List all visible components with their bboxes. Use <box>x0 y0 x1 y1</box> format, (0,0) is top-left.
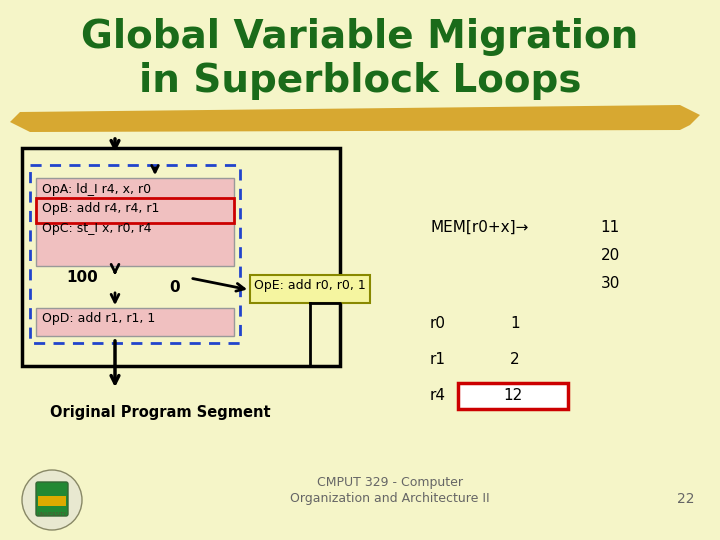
Text: 20: 20 <box>600 248 620 263</box>
FancyBboxPatch shape <box>250 275 370 303</box>
Text: 30: 30 <box>600 276 620 291</box>
FancyBboxPatch shape <box>36 198 234 223</box>
Text: MEM[r0+x]→: MEM[r0+x]→ <box>430 220 528 235</box>
Circle shape <box>22 470 82 530</box>
FancyBboxPatch shape <box>36 308 234 336</box>
Polygon shape <box>10 105 700 132</box>
Text: OpD: add r1, r1, 1: OpD: add r1, r1, 1 <box>42 312 156 325</box>
Text: CMPUT 329 - Computer: CMPUT 329 - Computer <box>317 476 463 489</box>
Text: OpC: st_I x, r0, r4: OpC: st_I x, r0, r4 <box>42 222 151 235</box>
Text: Organization and Architecture II: Organization and Architecture II <box>290 492 490 505</box>
Text: OpA: ld_I r4, x, r0: OpA: ld_I r4, x, r0 <box>42 183 151 196</box>
Polygon shape <box>38 484 66 496</box>
Text: in Superblock Loops: in Superblock Loops <box>139 62 581 100</box>
Text: 0: 0 <box>170 280 180 295</box>
Text: OpE: add r0, r0, 1: OpE: add r0, r0, 1 <box>254 279 366 292</box>
FancyBboxPatch shape <box>36 482 68 516</box>
Text: r0: r0 <box>430 316 446 331</box>
FancyBboxPatch shape <box>22 148 340 366</box>
Text: 100: 100 <box>66 271 98 286</box>
Text: OpB: add r4, r4, r1: OpB: add r4, r4, r1 <box>42 202 159 215</box>
Text: Original Program Segment: Original Program Segment <box>50 405 270 420</box>
Text: 11: 11 <box>600 220 620 235</box>
Text: UNIVERSITY: UNIVERSITY <box>37 511 67 516</box>
FancyBboxPatch shape <box>36 178 234 266</box>
Text: Global Variable Migration: Global Variable Migration <box>81 18 639 56</box>
Text: 22: 22 <box>678 492 695 506</box>
Text: r4: r4 <box>430 388 446 403</box>
Text: 12: 12 <box>503 388 523 403</box>
Text: 1: 1 <box>510 316 520 331</box>
Text: 2: 2 <box>510 352 520 367</box>
FancyBboxPatch shape <box>458 383 568 409</box>
Text: r1: r1 <box>430 352 446 367</box>
FancyBboxPatch shape <box>38 496 66 506</box>
